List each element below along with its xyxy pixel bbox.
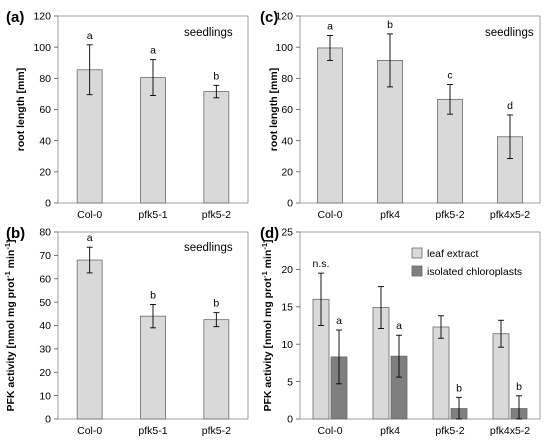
legend-swatch <box>411 265 423 277</box>
x-tick-label: Col-0 <box>317 209 342 221</box>
x-tick-label: Col-0 <box>77 209 102 221</box>
y-tick-label: 120 <box>33 11 51 23</box>
significance-label: d <box>507 100 513 112</box>
significance-label: b <box>213 70 219 82</box>
significance-label: a <box>150 45 156 57</box>
y-tick-label: 10 <box>281 339 293 351</box>
significance-label: b <box>387 19 393 31</box>
y-tick-label: 100 <box>33 42 51 54</box>
significance-label: a <box>336 315 342 327</box>
y-axis-label: root length [mm] <box>15 68 27 151</box>
x-tick-label: Col-0 <box>77 425 102 437</box>
x-tick-label: Col-0 <box>317 425 342 437</box>
y-tick-label: 120 <box>275 11 293 23</box>
panel-annotation: seedlings <box>184 27 233 39</box>
y-tick-label: 0 <box>45 414 51 426</box>
significance-label: b <box>213 298 219 310</box>
legend-label: isolated chloroplasts <box>427 266 522 278</box>
y-tick-label: 0 <box>45 198 51 210</box>
y-tick-label: 5 <box>287 376 293 388</box>
bar <box>76 259 103 420</box>
y-tick-label: 20 <box>39 167 51 179</box>
y-tick-label: 20 <box>281 167 293 179</box>
y-tick-label: 100 <box>275 42 293 54</box>
y-axis-label-text: PFK activity [nmol mg prot <box>5 277 17 411</box>
y-axis-label-text: PFK activity [nmol mg prot <box>262 277 274 411</box>
chart-panel-0: 0 20 40 60 80 100 120 a Col-0 a pfk5-1 b pfk5-2 root … <box>6 9 249 221</box>
y-axis-label: PFK activity [nmol mg prot-1 min-1] <box>260 239 275 411</box>
x-tick-label: pfk5-2 <box>435 425 464 437</box>
chart-panel-1: 0 10 20 30 40 50 60 70 80 a Col-0 b pfk5-1 b pfk5-2 PFK… <box>3 225 249 437</box>
y-tick-label: 60 <box>39 273 51 285</box>
y-tick-label: 80 <box>281 73 293 85</box>
chart-panel-3: 0 5 10 15 20 25 n.s. a Col-0 a pfk4 b pfk5-2 b pfk4x5-… <box>260 225 541 437</box>
panel-annotation: seedlings <box>485 27 534 39</box>
y-tick-label: 60 <box>39 104 51 116</box>
panel-annotation: seedlings <box>184 242 233 254</box>
x-tick-label: pfk5-2 <box>435 209 464 221</box>
y-tick-label: 40 <box>281 135 293 147</box>
y-axis-label-superscript-2: -1 <box>3 243 12 250</box>
y-axis-label-text-mid: min <box>262 250 274 272</box>
y-tick-label: 80 <box>39 73 51 85</box>
y-tick-label: 10 <box>39 390 51 402</box>
y-axis-label-text-end: ] <box>262 239 274 243</box>
bar <box>432 326 450 420</box>
y-tick-label: 40 <box>39 135 51 147</box>
y-tick-label: 25 <box>281 227 293 239</box>
x-tick-label: pfk4x5-2 <box>490 425 530 437</box>
significance-label: b <box>150 289 156 301</box>
significance-label: a <box>396 320 402 332</box>
x-tick-label: pfk4x5-2 <box>490 209 530 221</box>
y-axis-label-text: root length [mm] <box>268 68 280 151</box>
y-tick-label: 70 <box>39 250 51 262</box>
significance-label: c <box>447 70 452 82</box>
bar <box>140 315 166 420</box>
chart-panel-2: 0 20 40 60 80 100 120 a Col-0 b pfk4 c pfk5-2 d pfk4x5… <box>260 9 541 221</box>
y-axis-label: PFK activity [nmol mg prot-1 min-1] <box>3 239 18 411</box>
y-tick-label: 50 <box>39 297 51 309</box>
y-tick-label: 20 <box>281 264 293 276</box>
bar <box>203 91 230 204</box>
y-axis-label-superscript: -1 <box>3 271 12 278</box>
x-tick-label: pfk4 <box>380 209 400 221</box>
plot-frame <box>299 231 541 420</box>
x-tick-label: pfk5-1 <box>138 425 167 437</box>
panel-label: (d) <box>260 225 279 242</box>
y-axis-label-superscript: -1 <box>260 271 269 278</box>
bar <box>140 77 166 204</box>
x-tick-label: pfk4 <box>380 425 400 437</box>
panel-label: (a) <box>6 9 24 26</box>
y-tick-label: 0 <box>287 198 293 210</box>
x-tick-label: pfk5-1 <box>138 209 167 221</box>
bar <box>317 47 343 204</box>
legend-label: leaf extract <box>427 248 478 260</box>
bar <box>203 319 230 420</box>
y-tick-label: 20 <box>39 367 51 379</box>
y-tick-label: 40 <box>39 320 51 332</box>
x-tick-label: pfk5-2 <box>202 209 231 221</box>
y-tick-label: 30 <box>39 344 51 356</box>
y-tick-label: 15 <box>281 302 293 314</box>
significance-label: a <box>87 30 93 42</box>
significance-label: b <box>456 382 462 394</box>
panel-label: (c) <box>260 9 278 26</box>
bar <box>437 98 463 204</box>
panel-label: (b) <box>6 225 25 242</box>
significance-label: a <box>327 20 333 32</box>
y-axis-label-text-end: ] <box>5 239 17 243</box>
y-axis-label: root length [mm] <box>268 68 280 151</box>
y-tick-label: 0 <box>287 414 293 426</box>
y-axis-label-text: root length [mm] <box>15 68 27 151</box>
x-tick-label: pfk5-2 <box>202 425 231 437</box>
significance-label: a <box>87 232 93 244</box>
y-tick-label: 60 <box>281 104 293 116</box>
significance-label: b <box>516 381 522 393</box>
significance-label: n.s. <box>313 258 330 270</box>
y-axis-label-text-mid: min <box>5 250 17 272</box>
legend-swatch <box>411 247 423 259</box>
y-axis-label-superscript-2: -1 <box>260 243 269 250</box>
y-tick-label: 80 <box>39 227 51 239</box>
